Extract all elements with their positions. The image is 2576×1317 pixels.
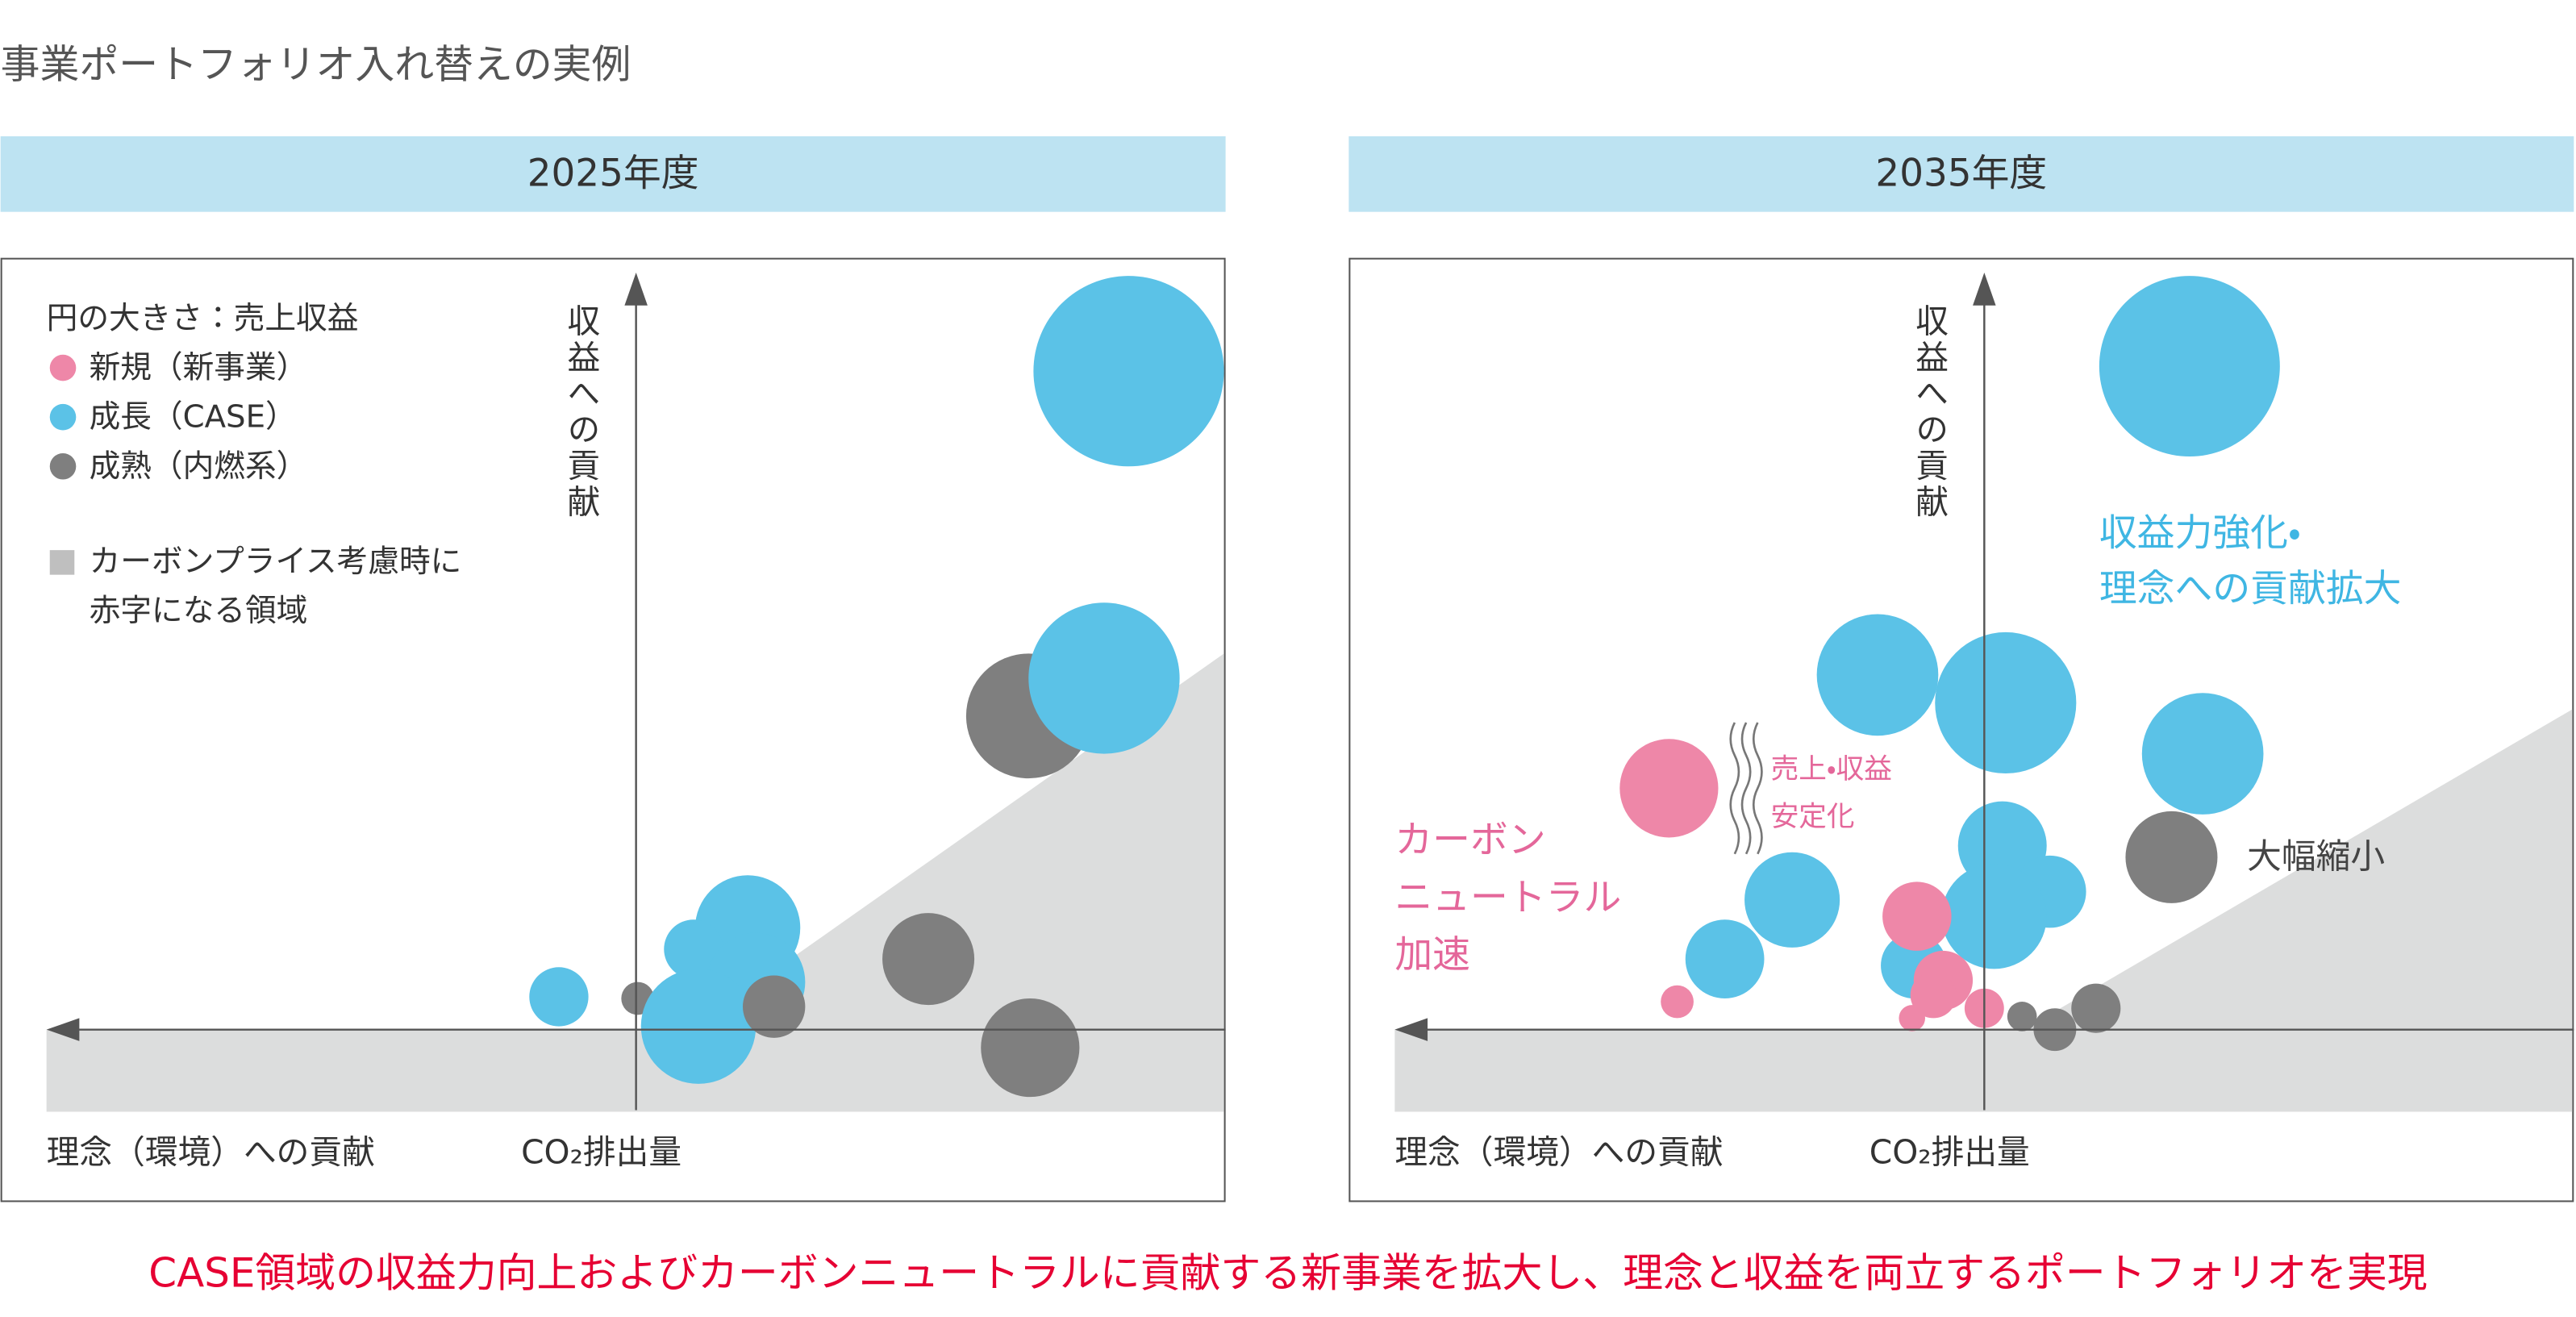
bubble [1899, 1005, 1926, 1032]
co2-label: CO₂排出量 [1869, 1132, 2030, 1171]
legend-swatch [49, 403, 77, 431]
bubble [1816, 614, 1939, 736]
legend-area: 赤字になる領域 [90, 593, 308, 629]
panel-frame [0, 257, 1226, 1202]
legend-swatch [49, 550, 75, 575]
bubble [1033, 276, 1224, 467]
panel-header: 2035年度 [1875, 152, 2047, 195]
legend-item: 成長（CASE） [90, 399, 297, 436]
x-axis-label: 理念（環境）への貢献 [1394, 1132, 1723, 1171]
annotation: ニュートラル [1394, 876, 1621, 919]
annotation: カーボン [1394, 819, 1545, 862]
bubble [981, 998, 1080, 1098]
title: 事業ポートフォリオ入れ替えの実例 [1, 41, 631, 87]
wave [1729, 722, 1740, 855]
footer: CASE領域の収益力向上およびカーボンニュートラルに貢献する新事業を拡大し、理念… [148, 1250, 2427, 1297]
panel-header: 2025年度 [527, 152, 699, 195]
bubble [742, 975, 806, 1038]
annotation: 加速 [1394, 934, 1470, 977]
annotation: 安定化 [1771, 801, 1855, 833]
bubble [2071, 983, 2121, 1033]
loss-area [1394, 709, 2573, 1112]
co2-label: CO₂排出量 [521, 1132, 682, 1171]
bubble [1028, 602, 1180, 754]
bubble [640, 969, 757, 1084]
legend-area: カーボンプライス考慮時に [90, 544, 462, 580]
annotation: 収益力強化・ [2099, 511, 2301, 555]
bubble [529, 967, 589, 1027]
legend-title: 円の大きさ：売上収益 [47, 301, 359, 337]
annotation: 売上・収益 [1771, 753, 1892, 786]
wavy-lines [1729, 722, 1763, 855]
bubble [2007, 1002, 2037, 1032]
legend-swatch [49, 354, 77, 381]
bubble [1685, 919, 1765, 998]
annotation: 大幅縮小 [2247, 836, 2385, 877]
bubble [882, 913, 975, 1006]
y-axis-label: 収益への貢献 [561, 304, 600, 521]
annotation: 理念への貢献拡大 [2099, 568, 2402, 611]
bubble [1935, 631, 2077, 774]
bubble [1910, 972, 1957, 1019]
bubble [664, 919, 723, 979]
wave [1740, 722, 1752, 855]
panel-header-bg [0, 136, 1226, 212]
wave [1752, 722, 1763, 855]
x-axis-label: 理念（環境）への貢献 [47, 1132, 375, 1171]
axes [66, 295, 2574, 1111]
y-axis-label: 収益への貢献 [1910, 304, 1949, 521]
bubble [2125, 811, 2218, 903]
bubbles [529, 276, 2280, 1098]
bubble [1882, 881, 1952, 951]
legend-swatch [49, 452, 77, 480]
bubble [1744, 852, 1840, 948]
bubble [2099, 276, 2280, 457]
bubble [1619, 739, 1719, 838]
legend-item: 新規（新事業） [90, 350, 308, 386]
bubble [2141, 693, 2264, 815]
arrow [624, 273, 648, 306]
bubble [1941, 864, 2047, 969]
panel-header-bg [1348, 136, 2574, 212]
bubble [1661, 985, 1694, 1019]
arrow [46, 1018, 80, 1041]
panel-frame [1348, 257, 2574, 1202]
arrow [1973, 273, 1996, 306]
arrow [1394, 1018, 1428, 1041]
legend-item: 成熟（内燃系） [90, 448, 308, 485]
